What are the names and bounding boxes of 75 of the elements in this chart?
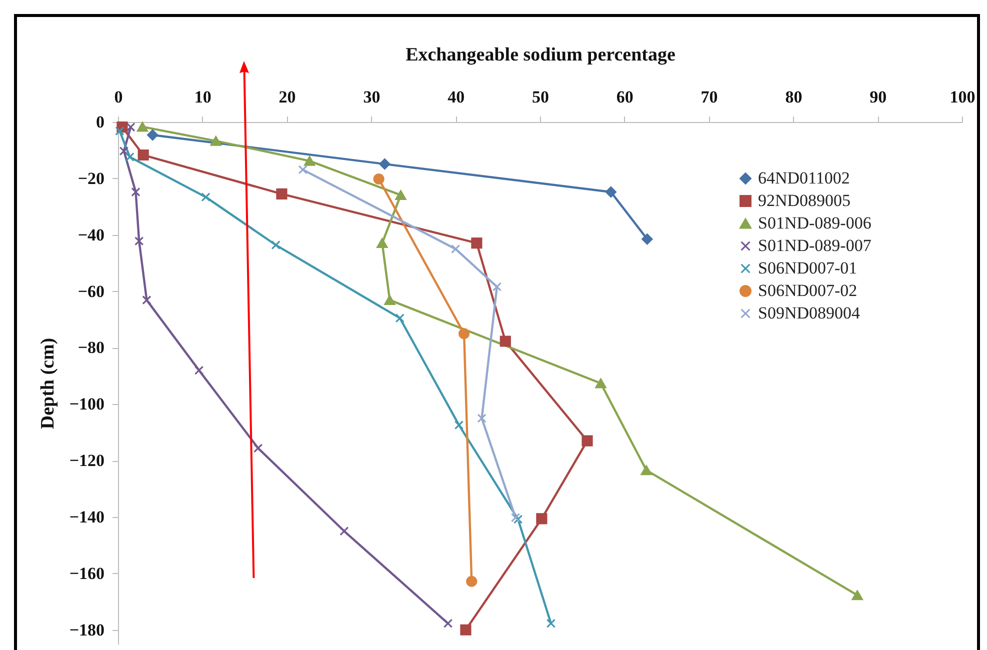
x-tick-label: 50 [532, 88, 549, 106]
point [119, 146, 129, 156]
legend-label: S01ND-089-007 [758, 236, 872, 255]
point [210, 136, 222, 146]
point [340, 526, 349, 536]
x-tick-label: 30 [363, 88, 380, 106]
x-tick-label: 60 [616, 88, 634, 106]
point [605, 186, 616, 198]
y-tick-label: 0 [96, 112, 104, 132]
y-tick-label: −180 [69, 620, 104, 640]
y-axis-title: Depth (cm) [37, 338, 58, 430]
point [304, 156, 316, 166]
legend-label: S01ND-089-006 [758, 214, 872, 232]
legend-label: S09ND089004 [758, 304, 861, 322]
point [642, 234, 653, 245]
point [194, 366, 204, 375]
point [384, 295, 396, 305]
y-tick-label: −140 [69, 508, 104, 527]
y-tick-label: −80 [78, 338, 104, 358]
point [115, 126, 124, 136]
point [376, 238, 388, 248]
x-tick-label: 90 [870, 88, 887, 106]
point [510, 512, 520, 522]
x-tick-label: 80 [785, 88, 802, 106]
point [640, 465, 652, 476]
x-tick-label: 100 [950, 88, 976, 106]
point [125, 152, 134, 162]
point [138, 149, 149, 161]
y-tick-label: −40 [78, 225, 104, 244]
point [582, 435, 593, 446]
point [513, 514, 523, 524]
legend-label: 64ND011002 [758, 168, 850, 188]
point [454, 420, 464, 430]
point [276, 188, 288, 200]
x-tick-label: 20 [278, 88, 296, 106]
point [373, 173, 384, 185]
point [254, 444, 263, 453]
point [443, 618, 453, 628]
point [451, 244, 460, 254]
point [458, 328, 470, 340]
y-tick-label: −160 [69, 564, 104, 583]
point [147, 129, 158, 141]
x-tick-label: 0 [114, 88, 123, 106]
point [492, 282, 502, 292]
point [201, 192, 210, 202]
x-tick-label: 70 [700, 88, 718, 106]
point [298, 165, 308, 174]
point [460, 624, 472, 636]
point [546, 618, 556, 628]
point [466, 576, 478, 587]
x-tick-label: 10 [194, 88, 212, 106]
y-tick-label: −60 [78, 282, 104, 301]
point [134, 236, 144, 246]
x-tick-label: 40 [448, 88, 465, 106]
point [395, 190, 406, 200]
legend-label: S06ND007-02 [758, 281, 858, 300]
y-tick-label: −20 [78, 168, 104, 188]
y-tick-label: −100 [69, 394, 104, 414]
point [131, 187, 140, 197]
point [471, 238, 482, 249]
legend-label: S06ND007-01 [758, 258, 858, 278]
point [595, 378, 606, 388]
legend-label: 92ND089005 [758, 191, 851, 210]
point [477, 414, 486, 423]
point [395, 314, 404, 323]
point [271, 240, 280, 250]
point [852, 590, 863, 600]
point [136, 122, 148, 132]
point [126, 122, 136, 132]
point [142, 295, 152, 305]
point [379, 158, 390, 170]
point [500, 336, 511, 347]
x-axis-title: Exchangeable sodium percentage [406, 44, 676, 66]
point [536, 513, 548, 524]
y-tick-label: −120 [69, 451, 104, 470]
